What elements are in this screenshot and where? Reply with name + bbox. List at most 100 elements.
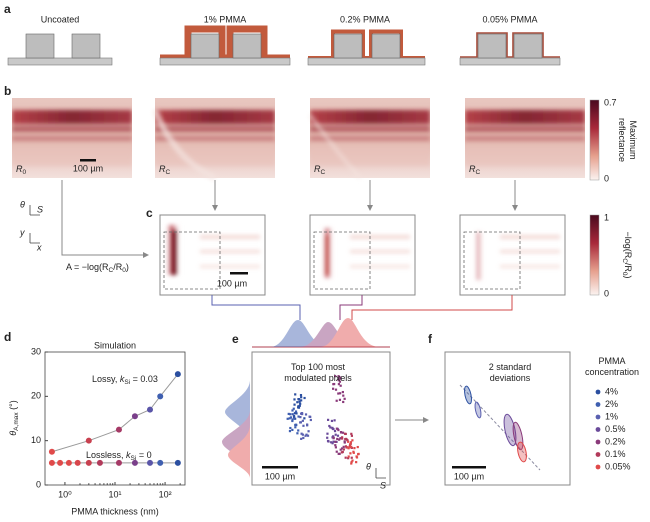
- pixel: [291, 428, 294, 431]
- pixel: [326, 436, 329, 439]
- pixel: [339, 376, 342, 379]
- point: [174, 459, 181, 466]
- pixel: [334, 433, 337, 436]
- pixel: [334, 444, 337, 447]
- pixel: [353, 446, 356, 450]
- pixel: [342, 448, 345, 451]
- point: [85, 437, 92, 444]
- point: [157, 393, 164, 400]
- pixel: [308, 415, 311, 418]
- pixel: [356, 445, 359, 449]
- pixel: [292, 416, 296, 419]
- pixel: [302, 424, 305, 427]
- pixel: [298, 400, 301, 403]
- pixel: [346, 446, 349, 449]
- pixel: [338, 380, 342, 383]
- pixel: [304, 413, 308, 416]
- point: [57, 459, 64, 466]
- pixel: [299, 402, 302, 405]
- pixel: [334, 388, 338, 391]
- axis-icon-label: y: [19, 227, 25, 237]
- legend-swatch: [595, 464, 601, 470]
- pixel: [348, 443, 352, 446]
- pixel: [329, 426, 332, 429]
- legend-label: 2%: [605, 399, 618, 409]
- pixel: [347, 457, 350, 460]
- image-label: R0: [16, 164, 27, 175]
- point: [147, 406, 153, 413]
- pixel: [301, 433, 304, 436]
- pixel: [339, 448, 342, 451]
- image-label: RC: [469, 164, 481, 175]
- pixel: [352, 450, 355, 453]
- pixel: [299, 421, 302, 424]
- pixel: [345, 446, 348, 449]
- pixel: [350, 456, 353, 459]
- pixel: [337, 375, 340, 378]
- pixel: [291, 413, 294, 416]
- pixel: [332, 383, 335, 386]
- pixel: [341, 450, 344, 454]
- axis-icon-label: θ: [366, 461, 371, 471]
- pixel: [293, 403, 296, 406]
- pixel: [297, 406, 300, 409]
- pixel: [355, 456, 359, 459]
- pixel: [334, 446, 337, 449]
- legend-label: 0.2%: [605, 436, 626, 446]
- annotation: Lossless, kSi = 0: [86, 450, 152, 461]
- sample-label: Uncoated: [41, 14, 80, 24]
- pixel: [336, 437, 339, 441]
- sample-label: 0.2% PMMA: [340, 14, 390, 24]
- pixel: [332, 387, 335, 390]
- legend-swatch: [595, 439, 601, 445]
- panel-label: f: [428, 332, 433, 346]
- y-tick-label: 0: [36, 479, 41, 489]
- pixel: [341, 390, 344, 394]
- pixel: [344, 445, 348, 448]
- pixel: [291, 418, 294, 421]
- pixel: [300, 399, 303, 402]
- pixel: [332, 437, 335, 440]
- pixel: [334, 375, 337, 378]
- legend-swatch: [595, 402, 601, 407]
- pixel: [300, 412, 304, 415]
- legend: PMMA concentration 4% 2% 1% 0.5% 0.2% 0.1% 0.05…: [585, 356, 639, 471]
- panel-title: Top 100 most modulated pixels: [284, 362, 352, 383]
- pixel: [332, 440, 335, 443]
- point: [65, 459, 72, 466]
- pixel: [297, 398, 300, 401]
- panel-label: b: [4, 84, 11, 98]
- pixel: [339, 392, 342, 395]
- plot-frame: [44, 351, 186, 486]
- pixel: [334, 440, 337, 443]
- std-ellipse: [464, 385, 472, 405]
- pixel: [294, 393, 297, 396]
- pixel: [289, 416, 293, 419]
- formula: A = −log(RC/R0): [66, 262, 129, 273]
- sample-schematics: Uncoated 1% PMMA 0.2% PMMA 0.05% PMMA: [7, 14, 561, 66]
- y-tick-label: 30: [31, 346, 41, 356]
- pixel: [328, 424, 331, 428]
- scale-bar-label: 100 µm: [73, 163, 103, 173]
- pixel: [306, 434, 310, 437]
- panel-label: c: [146, 206, 153, 220]
- pixel: [333, 429, 337, 433]
- pixel: [293, 398, 296, 401]
- y-axis-label: θA,max (°): [8, 400, 19, 435]
- reflectance-maps: R0 RC RC RC 100 µm 0.7 0 Maximumreflecta…: [12, 97, 638, 183]
- pixel: [326, 418, 330, 421]
- pixel: [347, 455, 350, 458]
- pixel: [344, 432, 347, 436]
- pixel: [333, 419, 336, 422]
- pixel: [355, 461, 358, 464]
- colorbar-tick: 1: [604, 212, 609, 222]
- point: [174, 371, 181, 378]
- pixel: [331, 435, 335, 438]
- pixel: [342, 394, 345, 397]
- legend-label: 0.05%: [605, 461, 631, 471]
- pixel: [348, 444, 351, 447]
- pixel: [292, 414, 296, 418]
- legend-swatch: [595, 427, 601, 432]
- sample-label: 0.05% PMMA: [482, 14, 537, 24]
